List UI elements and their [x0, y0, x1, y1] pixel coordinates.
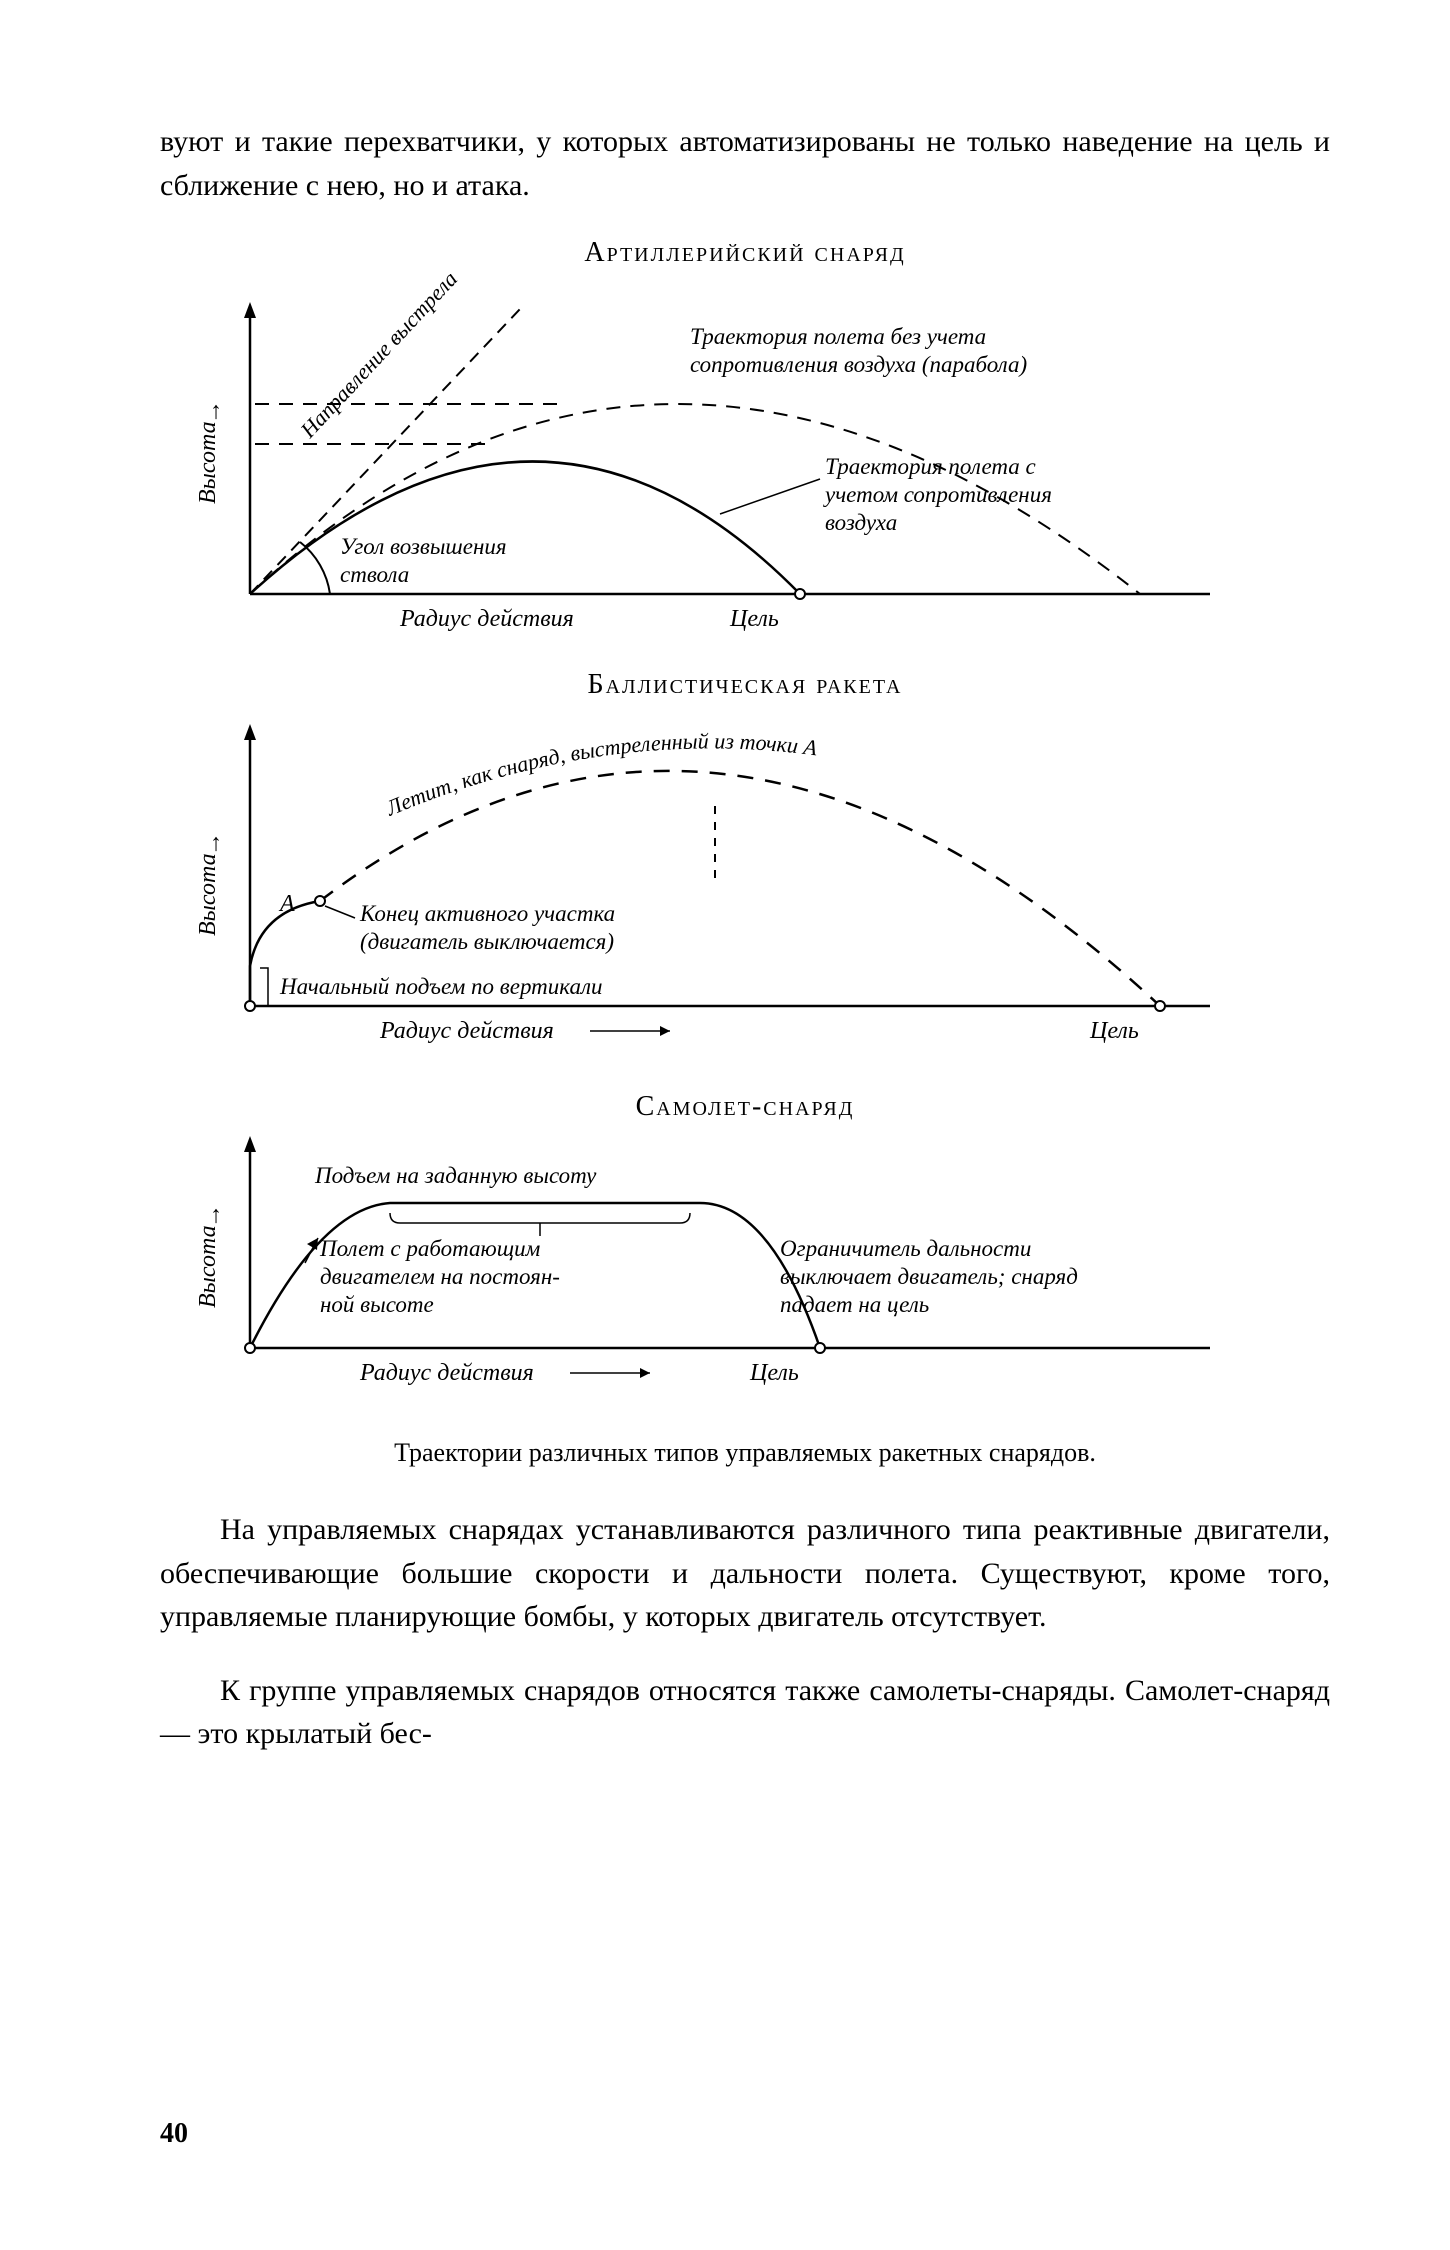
svg-text:Угол возвышения: Угол возвышения — [340, 534, 507, 559]
panel3: Высота → Подъем на заданную высоту Полет… — [160, 1128, 1330, 1413]
panel2: Высота → Летит, как снаряд, выстреленный… — [160, 706, 1330, 1081]
trajectory-diagram: Артиллерийский снаряд Высота → Направлен… — [160, 237, 1330, 1468]
svg-text:Радиус действия: Радиус действия — [379, 1018, 554, 1044]
svg-text:Начальный подъем по вертикали: Начальный подъем по вертикали — [279, 974, 603, 999]
svg-text:учетом сопротивления: учетом сопротивления — [823, 482, 1052, 507]
svg-text:Высота: Высота — [195, 421, 221, 504]
svg-text:→: → — [200, 832, 226, 856]
top-paragraph: вуют и такие перехватчики, у которых авт… — [160, 120, 1330, 207]
svg-text:Высота: Высота — [195, 853, 221, 936]
svg-text:Направление выстрела: Направление выстрела — [295, 274, 462, 443]
svg-text:ствола: ствола — [340, 562, 409, 587]
bottom-paragraph-1: На управляемых снарядах устанавливаются … — [160, 1508, 1330, 1639]
panel1-title: Артиллерийский снаряд — [160, 237, 1330, 269]
page-number: 40 — [160, 2118, 188, 2150]
svg-text:сопротивления воздуха (парабол: сопротивления воздуха (парабола) — [690, 352, 1027, 377]
svg-text:Полет с работающим: Полет с работающим — [319, 1236, 541, 1261]
svg-text:Траектория полета с: Траектория полета с — [825, 454, 1036, 479]
bottom-paragraph-2: К группе управляемых снарядов относятся … — [160, 1669, 1330, 1756]
svg-text:А: А — [278, 891, 295, 917]
svg-text:двигателем на постоян-: двигателем на постоян- — [320, 1264, 560, 1289]
svg-text:воздуха: воздуха — [825, 510, 897, 535]
svg-text:Радиус действия: Радиус действия — [399, 606, 574, 632]
svg-text:(двигатель выключается): (двигатель выключается) — [360, 929, 614, 954]
panel1: Высота → Направление выстрела Траектория… — [160, 274, 1330, 659]
svg-text:Радиус действия: Радиус действия — [359, 1360, 534, 1386]
svg-text:Подъем на заданную высоту: Подъем на заданную высоту — [314, 1163, 597, 1188]
svg-text:Траектория полета без учета: Траектория полета без учета — [690, 324, 986, 349]
svg-text:→: → — [200, 1204, 226, 1228]
svg-text:Цель: Цель — [1089, 1018, 1139, 1044]
page: вуют и такие перехватчики, у которых авт… — [0, 0, 1450, 2250]
svg-text:выключает двигатель; снаряд: выключает двигатель; снаряд — [780, 1264, 1078, 1289]
svg-text:падает на цель: падает на цель — [780, 1292, 929, 1317]
svg-text:Цель: Цель — [749, 1360, 799, 1386]
panel2-title: Баллистическая ракета — [160, 669, 1330, 701]
svg-text:Высота: Высота — [195, 1225, 221, 1308]
svg-text:Ограничитель дальности: Ограничитель дальности — [780, 1236, 1031, 1261]
svg-text:→: → — [200, 400, 226, 424]
svg-text:Конец активного участка: Конец активного участка — [359, 901, 615, 926]
panel3-title: Самолет-снаряд — [160, 1091, 1330, 1123]
svg-text:Цель: Цель — [729, 606, 779, 632]
figure-caption: Траектории различных типов управляемых р… — [160, 1438, 1330, 1468]
svg-text:ной высоте: ной высоте — [320, 1292, 434, 1317]
